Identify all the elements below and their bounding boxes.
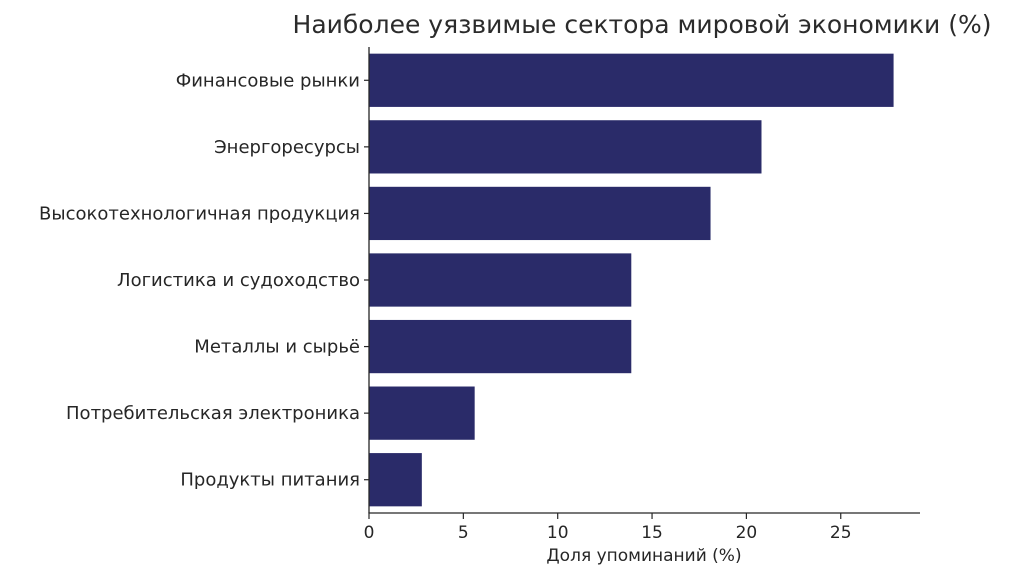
bar: [369, 186, 711, 241]
category-label: Продукты питания: [180, 470, 360, 491]
x-axis-ticks: 0 5 10 15 20 25: [364, 513, 852, 543]
category-label: Финансовые рынки: [176, 70, 360, 91]
category-label: Логистика и судоходство: [117, 270, 360, 291]
bars-layer: [369, 53, 894, 507]
category-label: Металлы и сырьё: [194, 337, 360, 358]
x-tick-label: 25: [830, 523, 852, 543]
bar: [369, 120, 762, 174]
category-labels: Финансовые рынки Энергоресурсы Высокотехно…: [39, 70, 369, 491]
bar: [369, 386, 475, 440]
x-tick-label: 15: [641, 523, 663, 543]
category-label: Энергоресурсы: [214, 137, 360, 158]
x-tick-label: 5: [458, 523, 469, 543]
x-tick-label: 20: [736, 523, 758, 543]
x-tick-label: 10: [547, 523, 569, 543]
x-axis-label: Доля упоминаний (%): [546, 546, 741, 566]
bar: [369, 53, 894, 107]
bar: [369, 253, 632, 307]
chart-title: Наиболее уязвимые сектора мировой эконом…: [293, 10, 992, 39]
x-tick-label: 0: [364, 523, 375, 543]
bar: [369, 453, 422, 507]
category-label: Высокотехнологичная продукция: [39, 203, 360, 224]
bar: [369, 319, 632, 374]
category-label: Потребительская электроника: [66, 403, 360, 424]
